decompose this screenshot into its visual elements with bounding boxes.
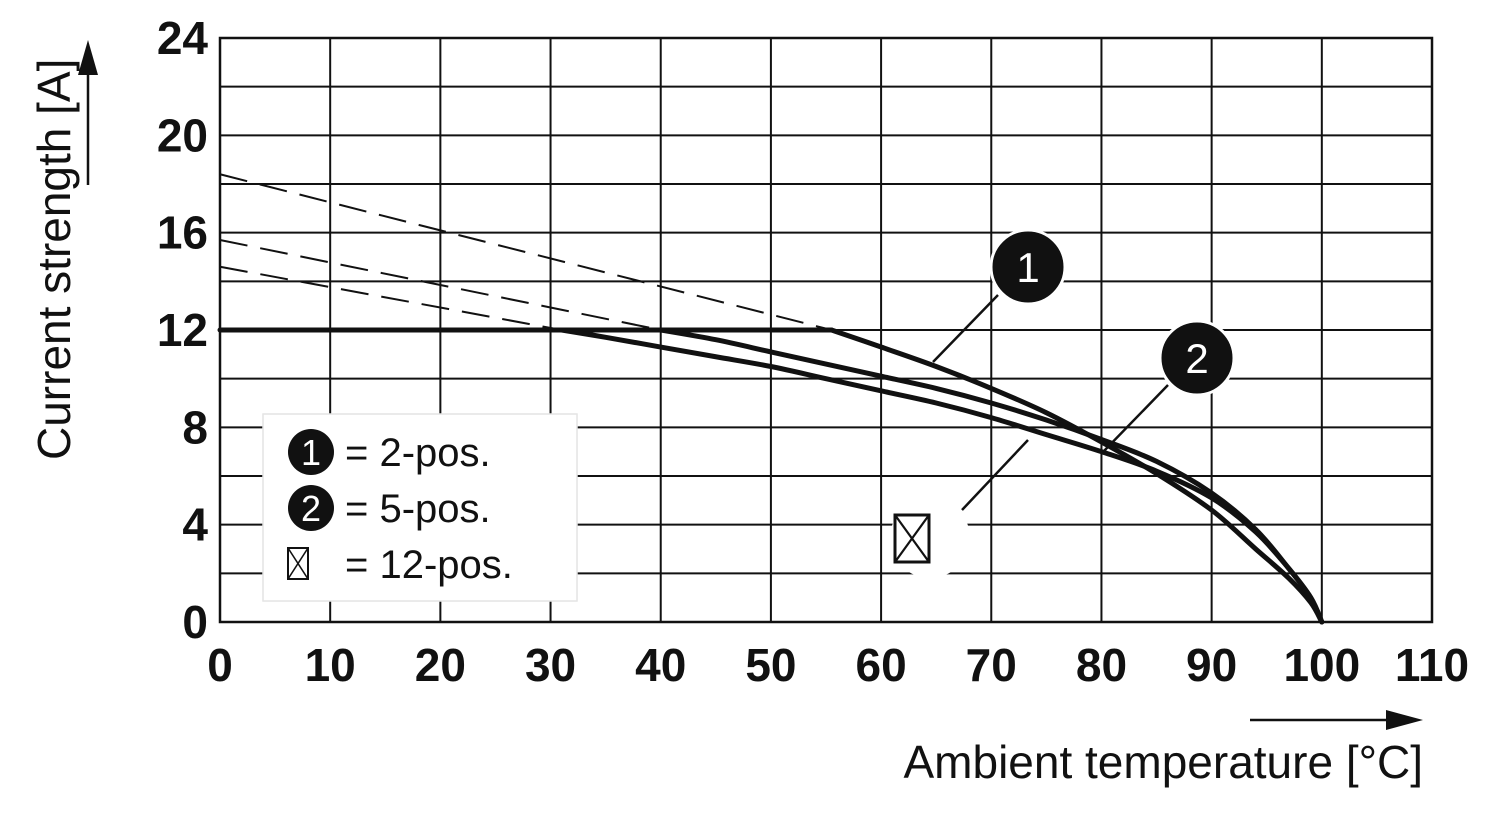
- crossed-box-icon: [287, 547, 309, 580]
- legend-marker-2: [288, 485, 334, 531]
- y-tick-label: 4: [182, 499, 208, 551]
- x-tick-label: 60: [856, 639, 907, 691]
- derating-curves: [217, 327, 1325, 625]
- x-tick-label: 110: [1395, 639, 1469, 691]
- legend-label-5-pos: = 5-pos.: [345, 487, 491, 531]
- x-tick-label: 40: [635, 639, 686, 691]
- callout-1-leader: [932, 294, 999, 363]
- derating-curve: [829, 327, 1325, 625]
- derating-curve: [559, 327, 1325, 625]
- y-tick-label: 12: [157, 304, 208, 356]
- legend-item-2-pos: 1 = 2-pos.: [288, 429, 491, 475]
- legend: 1 = 2-pos. 2 = 5-pos. = 12-pos.: [262, 413, 578, 602]
- x-tick-label: 20: [415, 639, 466, 691]
- extrapolation-lines: [219, 173, 832, 331]
- y-tick-label: 8: [182, 401, 208, 453]
- x-axis-title: Ambient temperature [°C]: [904, 736, 1424, 788]
- crossed-box-icon: [893, 513, 931, 564]
- x-tick-label: 50: [745, 639, 796, 691]
- x-axis-arrow: [1250, 710, 1423, 730]
- callout-2: 2: [1102, 319, 1236, 453]
- callout-2-label: 2: [1185, 335, 1208, 382]
- callout-1-label: 1: [1016, 244, 1039, 291]
- y-tick-label: 0: [182, 596, 208, 648]
- x-tick-label: 80: [1076, 639, 1127, 691]
- legend-marker-1-label: 1: [301, 432, 321, 473]
- callout-12: [890, 439, 1029, 578]
- callout-1: 1: [932, 228, 1067, 363]
- y-tick-label: 24: [157, 12, 209, 64]
- extrapolation-line: [219, 238, 661, 331]
- y-tick-label: 20: [157, 109, 208, 161]
- extrapolation-line: [219, 173, 832, 331]
- x-tick-label: 70: [966, 639, 1017, 691]
- x-tick-label: 90: [1186, 639, 1237, 691]
- legend-label-2-pos: = 2-pos.: [345, 431, 491, 475]
- callout-2-badge: [1158, 319, 1236, 397]
- legend-item-5-pos: 2 = 5-pos.: [288, 485, 491, 531]
- extrapolation-line: [219, 265, 562, 331]
- legend-marker-1: [288, 429, 334, 475]
- y-axis-title: Current strength [A]: [28, 59, 80, 460]
- callout-1-badge: [989, 228, 1067, 306]
- legend-label-12-pos: = 12-pos.: [345, 543, 513, 587]
- x-tick-label: 0: [207, 639, 233, 691]
- legend-marker-2-label: 2: [301, 488, 321, 529]
- callout-2-leader: [1102, 384, 1169, 453]
- y-tick-label: 16: [157, 207, 208, 259]
- x-tick-label: 100: [1283, 639, 1360, 691]
- x-tick-label: 10: [305, 639, 356, 691]
- x-tick-label: 30: [525, 639, 576, 691]
- callout-12-leader: [961, 439, 1029, 511]
- legend-item-12-pos: = 12-pos.: [287, 543, 513, 587]
- y-axis-arrow: [78, 40, 98, 185]
